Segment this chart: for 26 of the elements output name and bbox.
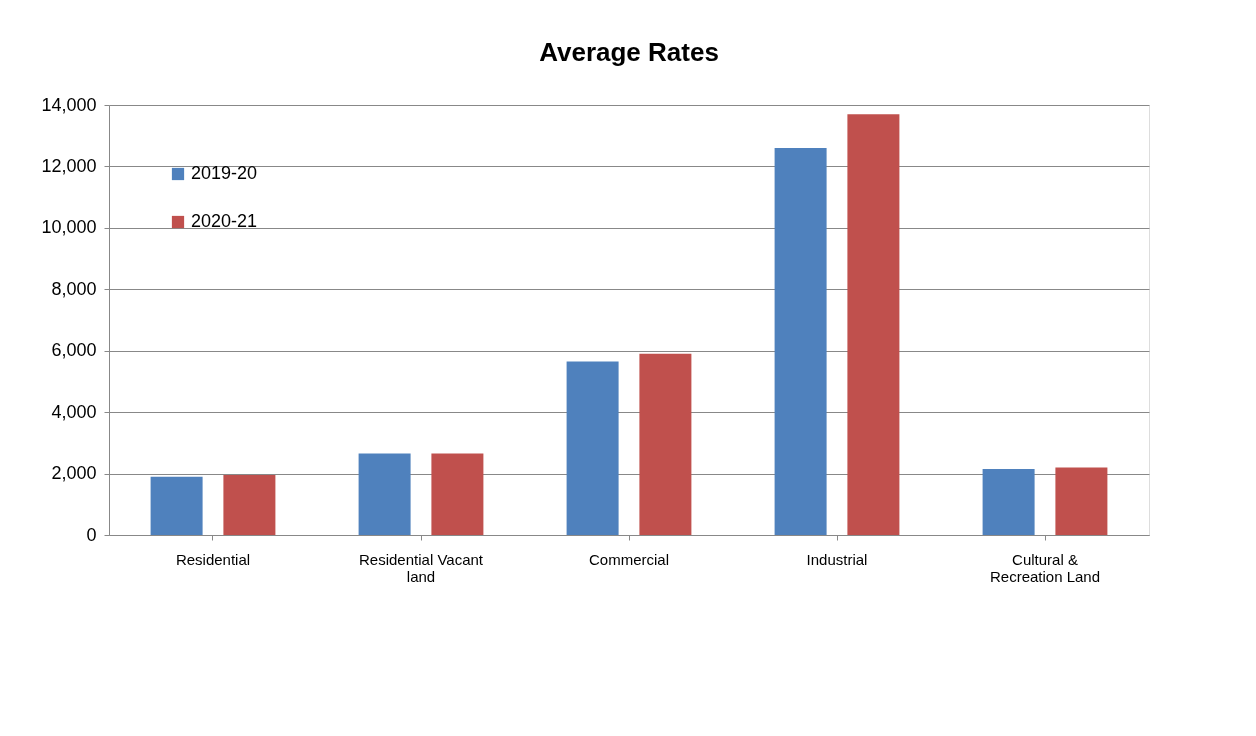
bar (566, 361, 619, 535)
y-tick-label: 8,000 (51, 278, 97, 299)
bar (639, 353, 692, 535)
y-tick-label: 12,000 (41, 155, 97, 176)
y-tick-label: 10,000 (41, 217, 97, 238)
legend-label: 2019-20 (191, 163, 258, 183)
bar (1055, 467, 1108, 535)
bar (982, 468, 1035, 535)
x-tick-label: Commercial (588, 550, 670, 568)
chart-title: Average Rates (539, 37, 719, 67)
bar (774, 148, 827, 535)
bar (150, 476, 203, 535)
bar (431, 453, 484, 535)
bar (358, 453, 411, 535)
y-tick-label: 4,000 (51, 401, 97, 422)
y-tick-label: 2,000 (51, 463, 97, 484)
x-tick-label: Residential Vacant land (359, 550, 484, 585)
legend-label: 2020-21 (191, 211, 258, 231)
y-tick-label: 14,000 (41, 94, 97, 115)
x-tick-label: Residential (175, 550, 251, 568)
x-tick-label: Cultural & Recreation Land (989, 550, 1101, 585)
bar (223, 475, 276, 535)
x-tick-label: Industrial (806, 550, 868, 568)
y-tick-label: 6,000 (51, 340, 97, 361)
bar (847, 114, 900, 535)
y-tick-label: 0 (86, 524, 97, 545)
